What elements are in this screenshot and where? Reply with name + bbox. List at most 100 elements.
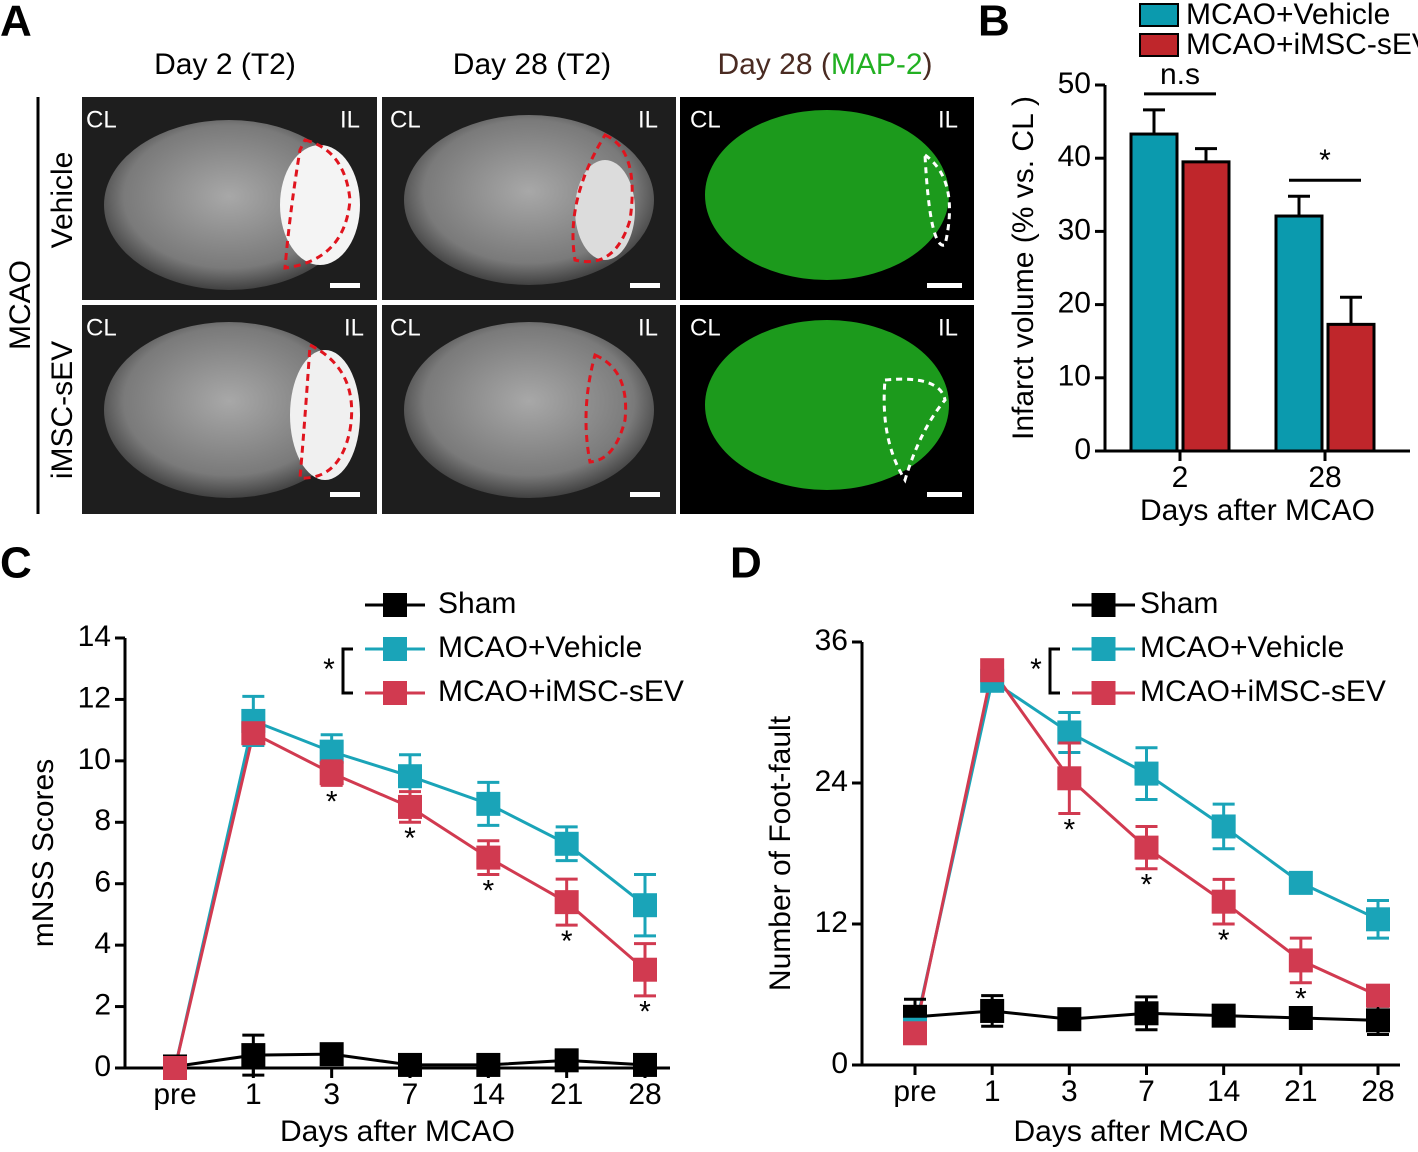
brain <box>404 322 654 498</box>
side-label: CL <box>690 106 721 133</box>
legend-swatch <box>1139 3 1179 27</box>
marker <box>1366 907 1390 932</box>
sig-label: * <box>482 874 494 907</box>
legend-sig: * <box>1030 653 1042 686</box>
y-tick-label: 12 <box>78 681 111 714</box>
marker <box>398 794 422 819</box>
scale-bar <box>630 283 660 288</box>
sig-label: * <box>1319 144 1331 177</box>
marker <box>1134 761 1159 786</box>
y-axis-label: Infarct volume (% vs. CL ) <box>1007 96 1040 440</box>
side-label: CL <box>690 314 721 341</box>
brain <box>705 110 949 280</box>
y-tick-label: 8 <box>94 804 111 837</box>
side-label: IL <box>340 106 360 133</box>
marker <box>1211 1003 1236 1028</box>
x-tick-label: 7 <box>402 1078 419 1111</box>
side-label: IL <box>344 314 364 341</box>
side-label: IL <box>638 106 658 133</box>
marker <box>163 1056 187 1080</box>
legend-marker <box>383 681 407 705</box>
legend-marker <box>1091 593 1116 617</box>
y-tick-label: 12 <box>815 906 848 939</box>
legend-swatch <box>1139 33 1179 57</box>
marker <box>241 721 266 746</box>
brain <box>705 320 949 490</box>
column-header: Day 28 (MAP-2) <box>717 48 932 81</box>
legend-marker <box>383 637 407 661</box>
marker <box>1211 814 1236 839</box>
y-tick-label: 4 <box>94 927 111 960</box>
row-label: iMSC-sEV <box>46 341 79 479</box>
sig-label: n.s <box>1160 58 1200 91</box>
header-part: ) <box>923 48 933 81</box>
brain <box>104 322 354 498</box>
marker <box>1288 948 1313 973</box>
lesion <box>575 160 635 260</box>
sig-label: * <box>1295 983 1307 1016</box>
header-part: Day 28 ( <box>717 48 830 81</box>
legend-marker <box>1091 681 1116 705</box>
y-tick-label: 36 <box>815 624 848 657</box>
x-tick-label: pre <box>153 1078 196 1111</box>
x-tick-label: 28 <box>1361 1075 1394 1108</box>
marker <box>554 831 579 856</box>
y-tick-label: 50 <box>1058 67 1091 100</box>
marker <box>903 1021 927 1046</box>
column-header: Day 2 (T2) <box>154 48 296 81</box>
column-header: Day 28 (T2) <box>453 48 611 81</box>
lesion-outline <box>584 352 628 464</box>
side-label: CL <box>390 314 421 341</box>
lesion-outline <box>571 133 634 264</box>
side-label: IL <box>638 314 658 341</box>
sig-label: * <box>326 785 338 818</box>
side-label: CL <box>86 314 117 341</box>
marker <box>633 957 657 982</box>
x-tick-label: 21 <box>1284 1075 1317 1108</box>
panel-label: B <box>978 0 1010 46</box>
y-tick-label: 30 <box>1058 213 1091 246</box>
marker <box>319 761 344 786</box>
brain <box>104 120 354 290</box>
panel-label: C <box>0 539 32 588</box>
x-tick-label: 3 <box>1061 1075 1078 1108</box>
marker <box>476 845 501 870</box>
panel-label: A <box>0 0 32 46</box>
side-label: IL <box>938 314 958 341</box>
side-label: CL <box>390 106 421 133</box>
bar <box>1129 132 1179 453</box>
lesion-outline <box>283 138 352 270</box>
y-axis-label: mNSS Scores <box>27 759 60 947</box>
x-tick-label: 28 <box>628 1078 661 1111</box>
lesion <box>280 145 360 265</box>
scale-bar <box>330 492 360 497</box>
marker <box>1288 1006 1313 1030</box>
marker <box>554 890 579 915</box>
legend-marker <box>1091 637 1116 661</box>
marker <box>398 1052 422 1077</box>
y-tick-label: 14 <box>78 620 111 653</box>
lesion-outline <box>298 342 354 480</box>
marker <box>980 998 1005 1023</box>
marker <box>980 658 1005 683</box>
side-label: IL <box>938 106 958 133</box>
y-tick-label: 10 <box>78 743 111 776</box>
x-axis-label: Days after MCAO <box>280 1115 515 1148</box>
legend-label: MCAO+iMSC-sEV <box>1186 28 1418 61</box>
scale-bar <box>630 492 660 497</box>
x-tick-label: 14 <box>472 1078 505 1111</box>
y-tick-label: 0 <box>831 1047 848 1080</box>
marker <box>1211 889 1236 914</box>
sig-label: * <box>561 925 573 958</box>
sig-label: * <box>1063 813 1075 846</box>
marker <box>476 1052 501 1077</box>
marker <box>633 1052 657 1077</box>
group-label: MCAO <box>4 260 37 350</box>
legend-label: MCAO+iMSC-sEV <box>438 675 684 708</box>
marker <box>398 764 422 789</box>
x-tick-label: 3 <box>323 1078 340 1111</box>
row-label: Vehicle <box>46 152 79 249</box>
lesion-outline <box>923 151 951 247</box>
marker <box>1134 1001 1159 1026</box>
